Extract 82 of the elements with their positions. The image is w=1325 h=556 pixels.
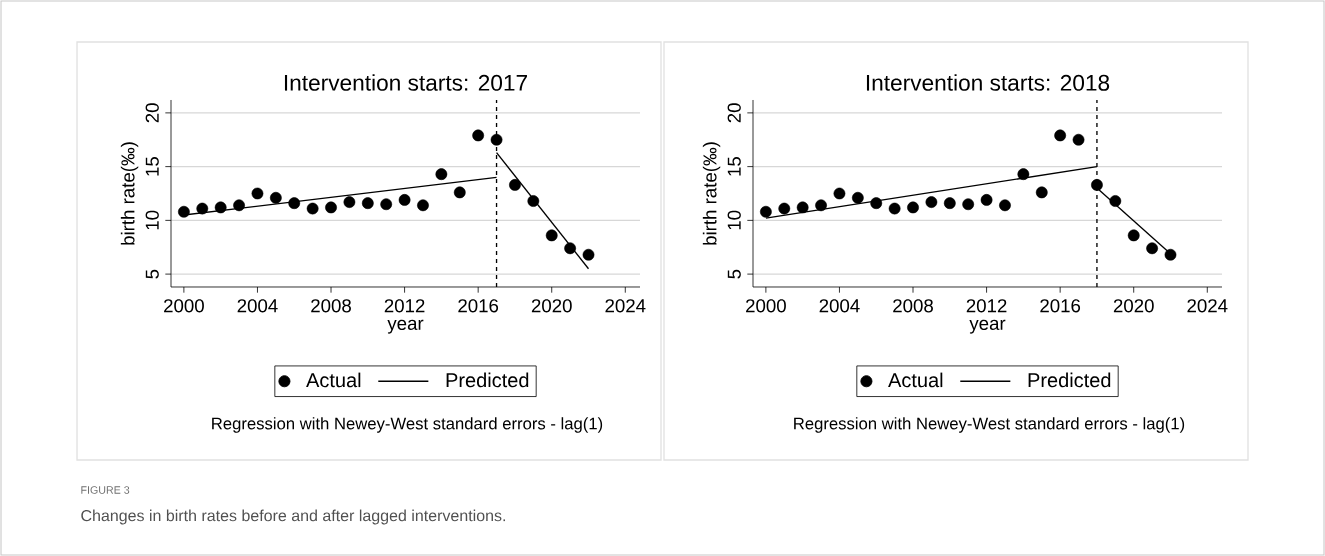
- text: Changes in birth rates before and after lagged interventions.: [81, 509, 505, 525]
- x-axis-title: year: [387, 319, 424, 334]
- point: [851, 191, 864, 204]
- text: Regression with Newey-West standard errors - lag(1): [212, 417, 603, 433]
- legend-label: Predicted: [446, 372, 529, 388]
- y-tick-label: 5: [145, 269, 159, 279]
- point: [999, 199, 1011, 212]
- x-axis-title: year: [969, 319, 1006, 334]
- x-tick-label: 2012: [384, 299, 425, 313]
- y-tick-label: 5: [727, 269, 741, 279]
- point: [1164, 248, 1177, 261]
- point: [527, 195, 540, 207]
- point: [325, 201, 337, 214]
- point: [1035, 186, 1048, 199]
- point: [398, 194, 411, 206]
- point: [925, 196, 938, 208]
- x-tick-label: 2012: [966, 299, 1007, 313]
- point: [815, 199, 827, 212]
- point: [472, 129, 485, 142]
- x-tick-label: 2024: [605, 299, 646, 313]
- point: [269, 191, 282, 204]
- point: [196, 202, 209, 215]
- point: [888, 202, 901, 215]
- y-tick-label: 10: [145, 210, 159, 230]
- point: [582, 248, 595, 261]
- point: [1146, 242, 1158, 255]
- y-axis-title: birth rate(‰): [120, 142, 139, 245]
- x-tick-label: 2004: [237, 299, 278, 313]
- y-tick-label: 10: [727, 210, 741, 230]
- x-tick-label: 2024: [1187, 299, 1228, 313]
- point: [1127, 229, 1140, 242]
- point: [796, 201, 809, 214]
- legend-label: Actual: [888, 372, 943, 388]
- y-tick-label: 15: [727, 157, 741, 176]
- point: [833, 187, 846, 200]
- x-tick-label: 2008: [311, 299, 351, 313]
- point: [870, 197, 883, 210]
- x-tick-label: 2008: [893, 299, 933, 313]
- x-tick-label: 2020: [531, 299, 572, 313]
- point: [778, 202, 791, 215]
- point: [1091, 179, 1103, 191]
- point: [233, 199, 245, 212]
- x-tick-label: 2004: [819, 299, 860, 313]
- point: [288, 197, 301, 210]
- point: [509, 179, 521, 191]
- point: [564, 242, 576, 255]
- legend-label: Predicted: [1028, 372, 1111, 388]
- point: [306, 202, 319, 215]
- point: [490, 133, 503, 146]
- point: [380, 198, 393, 211]
- point: [178, 205, 190, 218]
- legend-label: Actual: [306, 372, 361, 388]
- point: [361, 197, 374, 210]
- point: [1054, 129, 1067, 142]
- point: [1109, 195, 1122, 207]
- text: Regression with Newey-West standard errors - lag(1): [794, 417, 1185, 433]
- x-tick-label: 2000: [746, 299, 786, 313]
- y-tick-label: 20: [145, 103, 159, 123]
- point: [980, 194, 993, 206]
- point: [1072, 133, 1085, 146]
- point: [1017, 168, 1030, 181]
- x-tick-label: 2016: [458, 299, 499, 313]
- point: [907, 201, 919, 214]
- point: [760, 205, 772, 218]
- point: [943, 197, 956, 210]
- chart-title: Intervention starts: 2017: [284, 74, 527, 91]
- x-tick-label: 2020: [1113, 299, 1154, 313]
- caption: FIGURE 3: [81, 486, 130, 494]
- point: [962, 198, 975, 211]
- point: [417, 199, 429, 212]
- point: [343, 196, 356, 208]
- point: [453, 186, 466, 199]
- x-tick-label: 2016: [1040, 299, 1081, 313]
- y-axis-title: birth rate(‰): [702, 142, 721, 245]
- point: [545, 229, 558, 242]
- y-tick-label: 20: [727, 103, 741, 123]
- chart-title: Intervention starts: 2018: [866, 74, 1110, 91]
- point: [251, 187, 264, 200]
- point: [214, 201, 227, 214]
- y-tick-label: 15: [145, 157, 159, 176]
- x-tick-label: 2000: [164, 299, 204, 313]
- point: [435, 168, 448, 181]
